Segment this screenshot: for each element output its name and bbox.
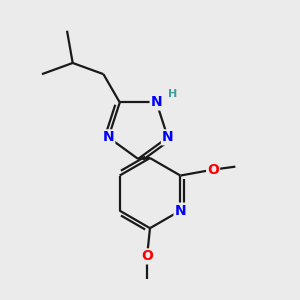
Text: N: N [103,130,114,144]
Text: N: N [162,130,174,144]
Text: N: N [151,95,162,110]
Text: H: H [168,88,177,98]
Text: N: N [175,204,186,218]
Text: O: O [207,163,219,177]
Text: O: O [141,249,153,263]
